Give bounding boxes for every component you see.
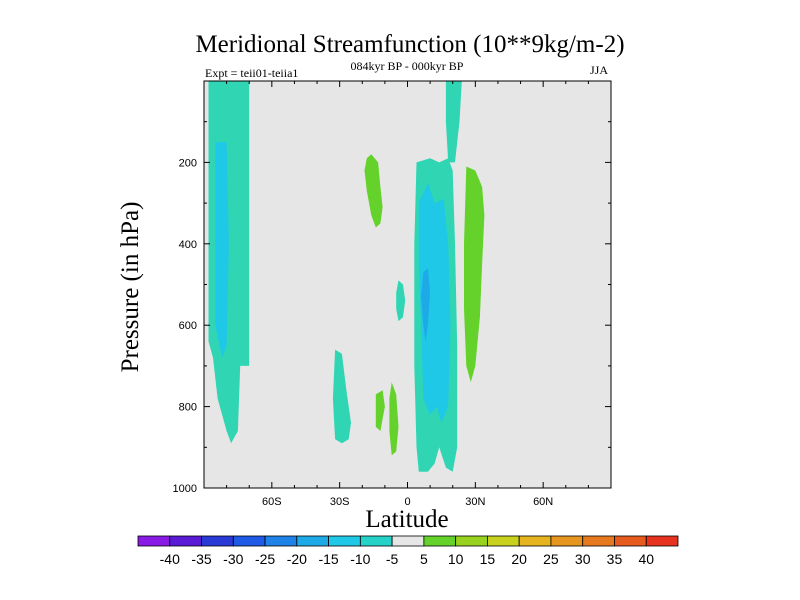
colorbar-label: 10 <box>448 551 464 567</box>
colorbar-label: -30 <box>223 551 243 567</box>
plot-background <box>204 81 611 488</box>
contour-region-sh-midlat-cell <box>332 349 351 444</box>
chart-title: Meridional Streamfunction (10**9kg/m-2) <box>195 31 624 58</box>
y-tick-label: 800 <box>179 402 197 414</box>
colorbar-swatch <box>137 535 171 547</box>
colorbar-label: -20 <box>287 551 307 567</box>
y-axis: 200 400 600 800 1000 <box>173 121 611 495</box>
experiment-label: Expt = teii01-teiia1 <box>205 66 298 80</box>
colorbar-label: -25 <box>255 551 275 567</box>
colorbar-label: -5 <box>386 551 399 567</box>
colorbar-swatch <box>518 535 552 547</box>
contour-region-sh-lower-pos-b <box>389 382 399 456</box>
colorbar-swatch <box>487 535 520 547</box>
y-tick-label: 1000 <box>173 483 197 495</box>
colorbar-label: 5 <box>420 551 428 567</box>
colorbar-swatch <box>232 535 266 547</box>
y-tick-label: 400 <box>179 239 197 251</box>
colorbar-label: -40 <box>160 551 180 567</box>
colorbar-swatch <box>614 535 647 547</box>
colorbar-swatch <box>169 535 202 547</box>
y-tick-label: 200 <box>179 157 197 169</box>
x-tick-label: 0 <box>404 496 410 508</box>
colorbar-label: 20 <box>511 551 527 567</box>
colorbar: -40 -35 -30 -25 -20 -15 -10 -5 5 10 15 20 25 30 35 40 <box>137 535 679 567</box>
colorbar-swatch <box>264 535 298 547</box>
colorbar-label: 15 <box>480 551 496 567</box>
x-tick-label: 60N <box>533 496 553 508</box>
x-tick-label: 60S <box>262 496 282 508</box>
colorbar-swatch <box>296 535 329 547</box>
colorbar-swatch <box>391 535 425 547</box>
colorbar-swatch <box>359 535 393 547</box>
contour-region-sh-lower-pos-a <box>375 390 385 431</box>
season-label: JJA <box>590 63 608 77</box>
colorbar-swatch <box>582 535 615 547</box>
colorbar-label: -10 <box>350 551 370 567</box>
colorbar-label: 40 <box>638 551 654 567</box>
colorbar-label: 25 <box>543 551 559 567</box>
contour-regions <box>208 81 485 472</box>
colorbar-swatch <box>645 535 679 547</box>
period-label: 084kyr BP - 000kyr BP <box>351 59 464 73</box>
colorbar-swatch <box>201 535 234 547</box>
contour-region-sh-upper-pos <box>364 154 383 228</box>
colorbar-swatch <box>328 535 361 547</box>
x-axis-title: Latitude <box>365 506 448 533</box>
colorbar-label: 35 <box>607 551 623 567</box>
colorbar-swatch <box>550 535 584 547</box>
y-axis-title: Pressure (in hPa) <box>117 202 144 373</box>
contour-region-eq-main-inner <box>421 268 431 342</box>
contour-region-sh-highlat-core <box>215 142 229 358</box>
colorbar-swatch <box>423 535 457 547</box>
colorbar-label: -15 <box>318 551 338 567</box>
x-tick-label: 30S <box>330 496 350 508</box>
x-tick-label: 30N <box>465 496 485 508</box>
contour-region-eq-pos-small <box>396 280 406 322</box>
contour-region-nh-pos-cell <box>464 166 485 383</box>
plot-area: 60S 30S 0 30N 60N 200 400 600 800 1000 <box>173 80 612 508</box>
contour-region-nh-upper-jet <box>445 81 462 163</box>
colorbar-label: -35 <box>191 551 211 567</box>
x-axis: 60S 30S 0 30N 60N <box>226 81 589 508</box>
contour-region-eq-main-core <box>418 182 451 423</box>
colorbar-swatch <box>455 535 488 547</box>
y-tick-label: 600 <box>179 320 197 332</box>
colorbar-label: 30 <box>575 551 591 567</box>
